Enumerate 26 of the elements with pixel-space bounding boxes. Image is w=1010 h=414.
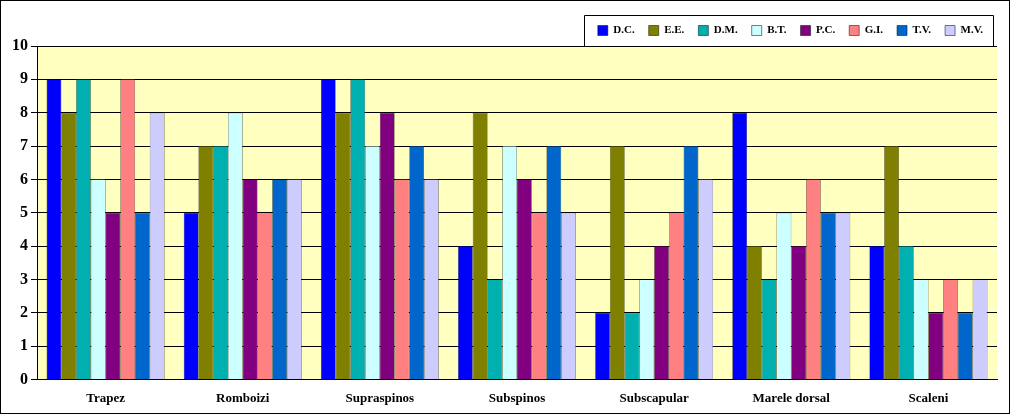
legend-label: G.I. (864, 23, 884, 36)
legend-label: E.E. (664, 23, 685, 36)
y-tick-label: 2 (20, 302, 28, 320)
x-tick-label: Subspinos (488, 389, 546, 405)
y-tick-label: 8 (20, 102, 28, 120)
x-tick-label: Marele dorsal (752, 389, 831, 405)
legend-label: T.V. (912, 23, 932, 36)
y-tick-label: 3 (20, 269, 28, 287)
x-tick-label: Subscapular (619, 389, 690, 405)
legend-label: M.V. (960, 23, 984, 36)
y-tick-label: 4 (20, 236, 28, 254)
y-tick-label: 6 (20, 169, 28, 187)
y-tick-label: 9 (20, 69, 28, 87)
legend-label: B.T. (767, 23, 787, 36)
x-tick-label: Supraspinos (345, 389, 415, 405)
legend-label: P.C. (816, 23, 836, 36)
legend-label: D.M. (713, 23, 738, 36)
y-tick-label: 1 (20, 336, 28, 354)
y-tick-label: 10 (12, 36, 28, 54)
x-tick-label: Romboizi (215, 389, 270, 405)
x-tick-label: Trapez (86, 389, 126, 405)
y-tick-label: 7 (20, 136, 28, 154)
y-tick-label: 5 (20, 202, 28, 220)
legend-label: D.C. (613, 23, 635, 36)
y-tick-label: 0 (20, 369, 28, 387)
x-tick-label: Scaleni (908, 389, 949, 405)
